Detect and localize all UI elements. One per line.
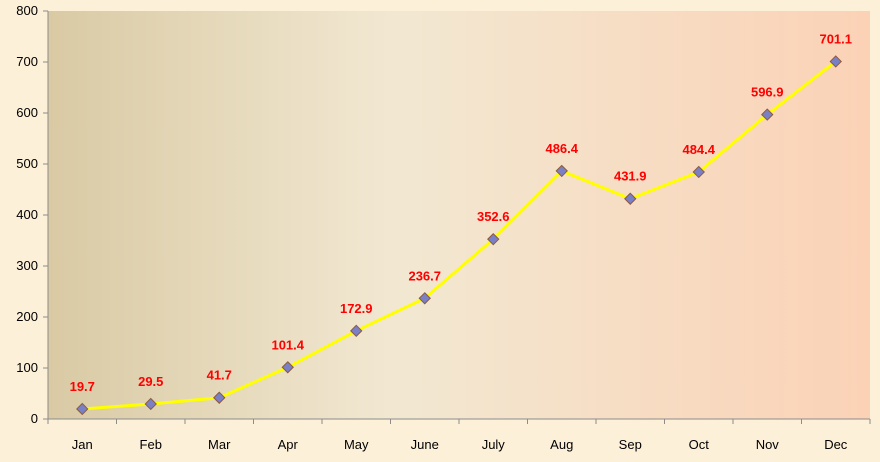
data-label: 41.7 <box>207 368 232 383</box>
y-tick-label: 0 <box>31 411 38 426</box>
data-point-marker <box>624 192 637 205</box>
x-tick-label: Nov <box>756 437 780 452</box>
data-label: 172.9 <box>340 301 373 316</box>
data-point-marker <box>76 402 89 416</box>
data-label: 29.5 <box>138 374 163 389</box>
data-point-marker <box>487 232 500 246</box>
data-label: 596.9 <box>751 85 784 100</box>
data-point-marker <box>761 108 774 121</box>
y-tick-label: 800 <box>16 3 38 18</box>
markers-group <box>76 55 842 416</box>
data-point-marker <box>350 324 363 338</box>
x-tick-label: Aug <box>550 437 573 452</box>
y-tick-label: 700 <box>16 54 38 69</box>
x-tick-label: Sep <box>619 437 642 452</box>
x-tick-label: Dec <box>824 437 848 452</box>
data-label: 701.1 <box>819 31 852 46</box>
x-tick-label: May <box>344 437 369 452</box>
data-point-marker <box>418 292 431 305</box>
data-point-marker <box>213 391 226 404</box>
series-line-group <box>80 59 838 411</box>
plot-area <box>48 11 870 419</box>
y-axis: 0 100 200 300 400 500 600 700 800 <box>16 3 49 426</box>
data-label: 486.4 <box>545 141 578 156</box>
data-point-marker <box>692 165 705 179</box>
data-point-marker <box>555 164 568 178</box>
y-tick-label: 200 <box>16 309 38 324</box>
series-line <box>80 59 838 411</box>
x-axis: Jan Feb Mar Apr May June July Aug Sep Oct Nov Dec <box>47 418 871 452</box>
x-tick-label: Mar <box>208 437 231 452</box>
data-label: 431.9 <box>614 169 647 184</box>
data-label: 101.4 <box>271 337 304 352</box>
data-point-marker <box>281 361 294 374</box>
x-tick-label: June <box>411 437 439 452</box>
x-tick-label: Feb <box>140 437 162 452</box>
x-tick-label: Jan <box>72 437 93 452</box>
data-labels-group: 19.7 29.5 41.7 101.4 172.9 236.7 352.6 486.4 431… <box>70 31 852 394</box>
data-label: 236.7 <box>408 268 441 283</box>
x-tick-label: Oct <box>689 437 710 452</box>
data-label: 19.7 <box>70 379 95 394</box>
y-tick-label: 100 <box>16 360 38 375</box>
y-tick-label: 600 <box>16 105 38 120</box>
x-tick-label: July <box>482 437 506 452</box>
y-tick-label: 300 <box>16 258 38 273</box>
data-label: 484.4 <box>682 142 715 157</box>
data-point-marker <box>144 397 157 411</box>
data-point-marker <box>829 55 842 68</box>
y-tick-label: 500 <box>16 156 38 171</box>
x-tick-label: Apr <box>278 437 299 452</box>
y-tick-label: 400 <box>16 207 38 222</box>
data-label: 352.6 <box>477 209 510 224</box>
